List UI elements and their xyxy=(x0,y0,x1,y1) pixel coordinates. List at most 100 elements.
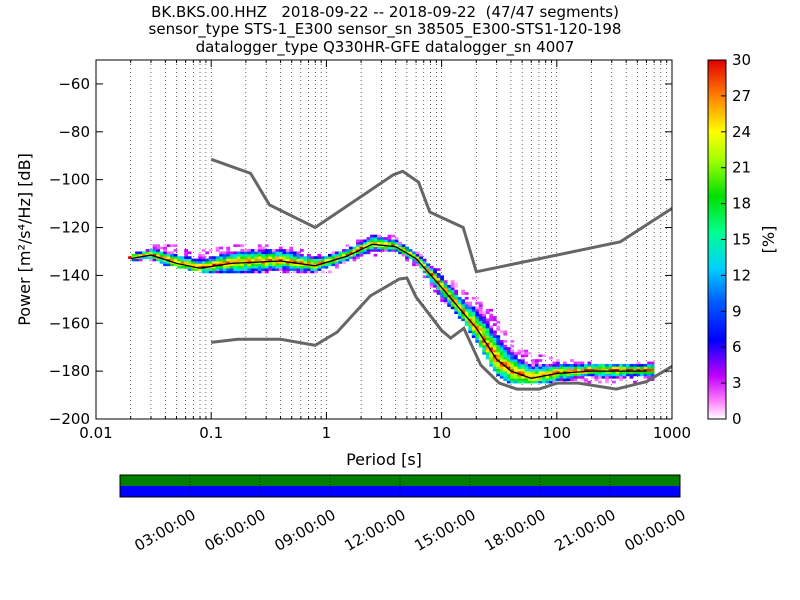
heatmap-cell xyxy=(559,375,564,379)
heatmap-cell xyxy=(580,373,585,377)
heatmap-cell xyxy=(503,332,508,336)
heatmap-cell xyxy=(303,258,308,262)
heatmap-cell xyxy=(584,380,588,384)
heatmap-cell xyxy=(506,380,511,384)
heatmap-cell xyxy=(212,263,217,267)
heatmap-cell xyxy=(496,340,501,343)
heatmap-cell xyxy=(485,323,490,326)
heatmap-cell xyxy=(243,268,248,271)
heatmap-cell xyxy=(173,261,178,264)
heatmap-cell xyxy=(499,354,504,358)
heatmap-cell xyxy=(177,263,182,267)
heatmap-cell xyxy=(233,265,238,269)
heatmap-cell xyxy=(194,263,199,267)
heatmap-cell xyxy=(163,249,167,252)
heatmap-cell xyxy=(401,246,406,250)
heatmap-cell xyxy=(552,380,557,384)
heatmap-cell xyxy=(489,344,494,348)
heatmap-cell xyxy=(166,258,171,262)
heatmap-cell xyxy=(471,335,476,338)
heatmap-cell xyxy=(601,375,606,379)
heatmap-cell xyxy=(289,249,294,252)
heatmap-cell xyxy=(370,249,374,252)
heatmap-cell xyxy=(187,258,192,262)
heatmap-cell xyxy=(233,258,238,262)
heatmap-cell xyxy=(159,256,164,259)
heatmap-cell xyxy=(506,373,511,377)
heatmap-cell xyxy=(264,268,269,271)
heatmap-cell xyxy=(159,251,164,255)
heatmap-cell xyxy=(573,363,578,367)
heatmap-cell xyxy=(152,256,157,259)
heatmap-cell xyxy=(391,234,395,238)
heatmap-cell xyxy=(580,371,585,374)
heatmap-cell xyxy=(296,251,301,255)
heatmap-cell xyxy=(303,270,308,274)
heatmap-cell xyxy=(380,239,385,243)
heatmap-cell xyxy=(205,261,210,264)
heatmap-cell xyxy=(471,318,476,322)
heatmap-cell xyxy=(373,249,378,252)
heatmap-cell xyxy=(475,296,480,300)
heatmap-cell xyxy=(233,251,238,255)
heatmap-cell xyxy=(569,363,574,367)
heatmap-cell xyxy=(257,246,262,250)
heatmap-cell xyxy=(359,244,364,247)
heatmap-cell xyxy=(233,261,238,264)
heatmap-cell xyxy=(187,251,192,255)
heatmap-cell xyxy=(240,249,245,252)
heatmap-cell xyxy=(496,342,501,346)
heatmap-cell xyxy=(569,375,574,379)
heatmap-cell xyxy=(471,330,476,334)
heatmap-cell xyxy=(166,263,171,267)
heatmap-cell xyxy=(647,371,651,374)
heatmap-cell xyxy=(163,253,167,257)
heatmap-cell xyxy=(513,366,518,370)
heatmap-cell xyxy=(261,251,266,255)
heatmap-cell xyxy=(198,253,203,257)
heatmap-cell xyxy=(520,361,525,365)
heatmap-cell xyxy=(433,275,438,279)
heatmap-cell xyxy=(289,263,294,267)
heatmap-cell xyxy=(303,268,308,271)
heatmap-cell xyxy=(591,373,595,377)
heatmap-cell xyxy=(398,246,402,250)
heatmap-cell xyxy=(271,261,276,264)
heatmap-cell xyxy=(320,261,325,264)
heatmap-cell xyxy=(289,251,294,255)
heatmap-cell xyxy=(489,361,494,365)
heatmap-cell xyxy=(271,249,276,252)
heatmap-cell xyxy=(566,363,571,367)
heatmap-cell xyxy=(250,258,255,262)
heatmap-cell xyxy=(236,270,241,274)
heatmap-cell xyxy=(335,265,339,269)
heatmap-cell xyxy=(268,258,273,262)
heatmap-cell xyxy=(548,366,553,370)
heatmap-cell xyxy=(243,263,248,267)
heatmap-cell xyxy=(335,251,339,255)
heatmap-cell xyxy=(405,256,409,259)
heatmap-cell xyxy=(233,263,238,267)
heatmap-cell xyxy=(328,253,332,257)
heatmap-cell xyxy=(152,251,157,255)
heatmap-cell xyxy=(552,378,557,382)
heatmap-cell xyxy=(328,261,332,264)
heatmap-cell xyxy=(496,344,501,348)
heatmap-cell xyxy=(461,292,466,295)
heatmap-cell xyxy=(356,246,360,250)
heatmap-cell xyxy=(496,361,501,365)
heatmap-cell xyxy=(555,366,560,370)
heatmap-cell xyxy=(503,344,508,348)
heatmap-cell xyxy=(517,380,522,384)
heatmap-cell xyxy=(510,351,515,355)
axes: 0.01 0.1 1 10 100 1000 −200 −180 −160 −140 −120 −10… xyxy=(49,60,691,442)
heatmap-cell xyxy=(605,371,609,374)
heatmap-cell xyxy=(496,337,501,341)
heatmap-cell xyxy=(517,366,522,370)
heatmap-cell xyxy=(240,270,245,274)
heatmap-cell xyxy=(461,318,466,322)
heatmap-cell xyxy=(278,265,283,269)
heatmap-cell xyxy=(212,270,217,274)
heatmap-cell xyxy=(608,363,613,367)
heatmap-cell xyxy=(142,253,146,257)
